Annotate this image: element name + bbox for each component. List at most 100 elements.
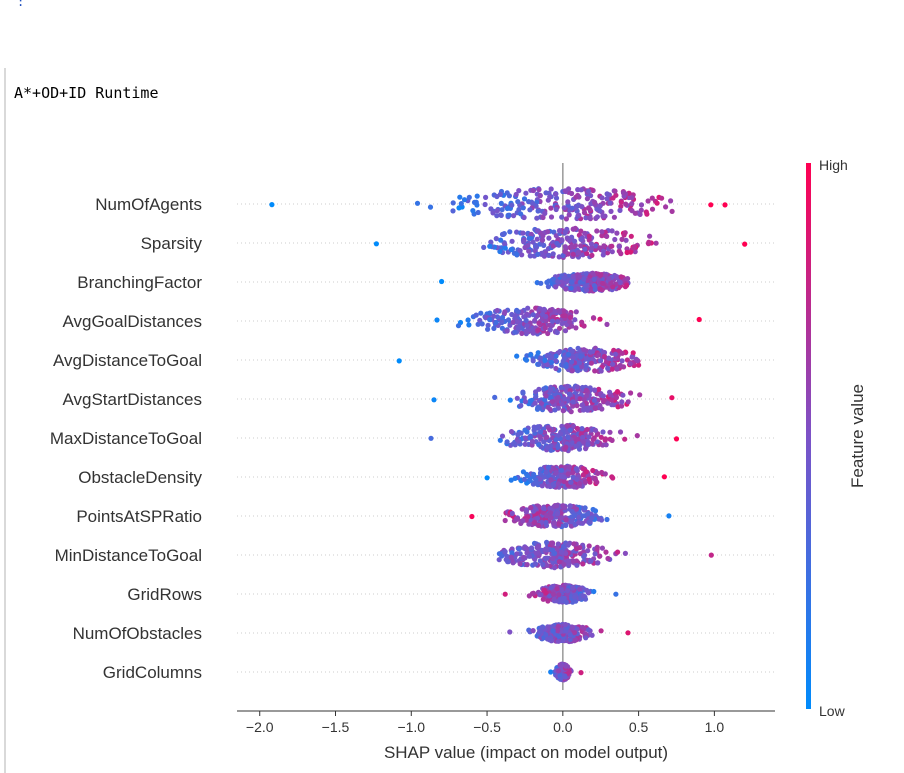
shap-point [543,590,549,596]
shap-point [591,276,597,282]
shap-point [516,188,522,194]
shap-point [542,210,548,216]
shap-point [597,245,603,251]
feature-points [496,539,714,571]
shap-point [591,283,598,289]
shap-point [614,366,620,372]
shap-point [474,193,480,199]
feature-points [439,270,631,294]
x-tick-label: −2.0 [246,719,274,735]
shap-point [497,248,503,255]
shap-point [566,212,572,218]
shap-point [450,208,456,214]
shap-point [566,237,573,243]
shap-point [523,545,529,551]
shap-point [509,202,515,208]
shap-point [608,208,614,214]
shap-point [535,424,541,430]
shap-point [629,354,635,360]
shap-point [570,251,576,257]
shap-point [546,252,552,258]
shap-point [519,330,525,336]
shap-point [533,480,540,486]
shap-point [512,329,518,335]
shap-point [598,434,604,440]
shap-point [609,228,615,234]
shap-point [565,558,572,564]
shap-point [536,543,542,549]
shap-point [598,272,604,278]
shap-point [567,314,574,321]
shap-point [569,508,575,515]
shap-point [565,423,571,429]
shap-point [545,197,551,203]
colorbar-title: Feature value [848,384,867,488]
shap-point [597,203,603,209]
shap-point [669,208,675,214]
shap-point [584,426,590,433]
shap-point [601,243,607,249]
shap-point [508,477,514,483]
shap-point [524,323,530,329]
shap-point [628,390,634,396]
shap-point [591,387,598,393]
shap-point [602,273,609,279]
shap-point [584,404,590,411]
shap-point [588,241,595,247]
shap-point [428,435,434,441]
shap-point [597,402,603,409]
shap-point [618,203,624,209]
shap-point [532,400,538,406]
shap-point [553,437,559,443]
shap-point [522,435,528,441]
shap-point [570,558,576,564]
shap-point [606,276,612,282]
shap-point [666,513,672,519]
shap-point [615,549,621,555]
shap-point [578,187,584,193]
shap-point [530,201,536,207]
shap-point [562,328,569,334]
shap-point [580,384,586,391]
shap-point [669,395,675,401]
shap-point [542,325,548,331]
shap-point [586,188,592,194]
shap-point [586,519,592,526]
shap-point [647,233,653,239]
shap-point [499,314,506,321]
shap-point [591,397,598,403]
shap-point [583,271,589,277]
shap-point [571,630,578,636]
shap-point [649,195,655,201]
shap-point [584,587,590,593]
shap-point [708,202,714,208]
shap-point [434,317,440,323]
shap-point [623,201,629,207]
feature-points [502,582,619,605]
shap-point [496,557,502,563]
shap-point [530,330,536,336]
shap-point [561,561,567,568]
shap-point [543,190,549,196]
shap-point [538,400,545,406]
x-axis-title: SHAP value (impact on model output) [384,743,668,762]
shap-point [588,360,595,366]
shap-point [596,352,602,358]
shap-point [527,207,533,213]
shap-point [484,475,490,481]
shap-point [533,389,539,395]
shap-point [556,633,562,640]
shap-point [579,426,585,432]
shap-point [592,368,598,374]
shap-point [569,279,575,285]
shap-point [569,518,575,525]
shap-point [457,194,463,200]
shap-point [584,250,590,257]
shap-point [536,320,542,326]
shap-point [526,248,532,254]
shap-point [608,280,614,286]
shap-point [607,200,613,206]
shap-point [619,399,625,405]
shap-point [550,628,556,634]
shap-point [552,407,558,413]
